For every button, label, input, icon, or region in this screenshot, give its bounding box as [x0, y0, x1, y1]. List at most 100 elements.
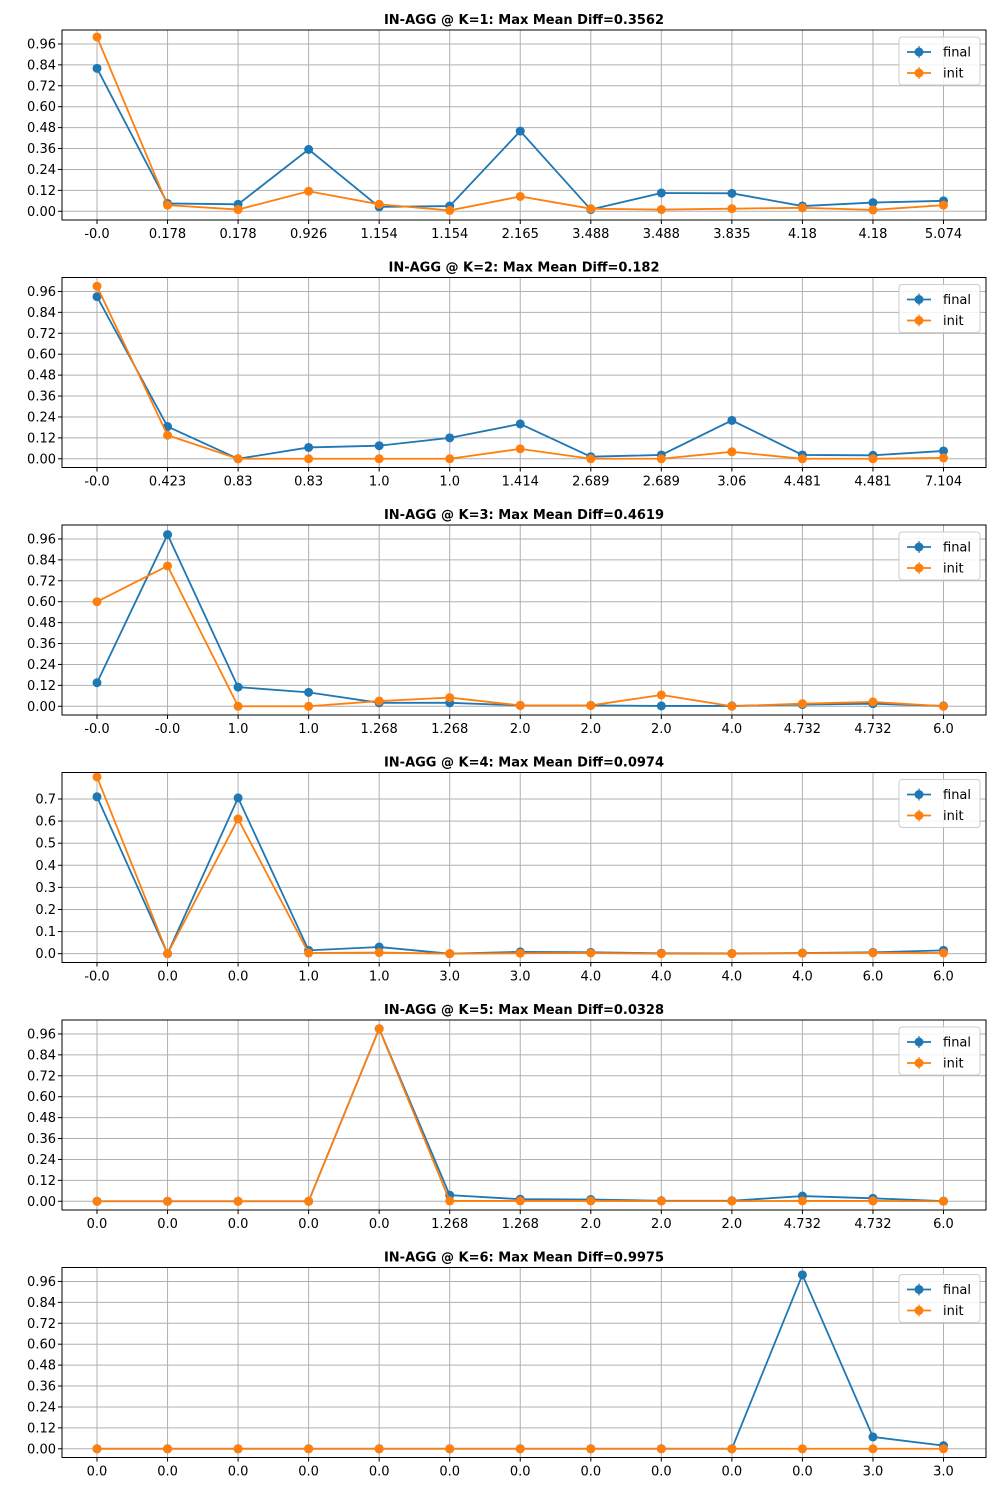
data-point-init — [656, 205, 666, 215]
data-point-init — [92, 1444, 102, 1454]
y-tick-label: 0.96 — [27, 285, 56, 300]
x-tick-label: 1.154 — [361, 227, 398, 242]
y-tick-label: 0.6 — [35, 815, 56, 830]
data-point-init — [586, 1444, 596, 1454]
legend: final init — [898, 284, 981, 333]
legend: final init — [898, 1274, 981, 1323]
data-point-init — [797, 1196, 807, 1206]
data-point-final — [92, 292, 102, 302]
legend-marker-final — [914, 542, 924, 552]
data-point-init — [445, 1444, 455, 1454]
x-tick-label: 1.0 — [369, 475, 390, 490]
x-tick-label: 0.0 — [228, 970, 249, 985]
data-point-init — [515, 948, 525, 958]
data-point-init — [586, 454, 596, 464]
x-tick-label: 3.488 — [572, 227, 609, 242]
x-tick-label: 0.0 — [157, 1217, 178, 1232]
y-tick-label: 0.72 — [27, 79, 56, 94]
x-tick-label: 1.0 — [369, 970, 390, 985]
x-tick-label: 3.488 — [643, 227, 680, 242]
data-point-init — [374, 696, 384, 706]
y-tick-label: 0.5 — [35, 837, 56, 852]
data-point-init — [797, 203, 807, 213]
data-point-init — [939, 948, 948, 958]
y-tick-label: 0.48 — [27, 1359, 56, 1374]
x-tick-label: 4.481 — [854, 475, 891, 490]
data-point-init — [515, 1444, 525, 1454]
data-point-init — [868, 205, 878, 215]
x-tick-label: 1.0 — [298, 970, 319, 985]
x-tick-label: 0.0 — [510, 1465, 531, 1480]
y-tick-label: 0.60 — [27, 1338, 56, 1353]
x-tick-label: 1.268 — [361, 722, 398, 737]
x-tick-label: 0.0 — [228, 1465, 249, 1480]
x-tick-label: 0.0 — [651, 1465, 672, 1480]
legend-marker-final — [914, 1037, 924, 1047]
x-tick-label: 0.0 — [87, 1465, 108, 1480]
data-point-final — [304, 687, 314, 697]
data-point-init — [797, 1444, 807, 1454]
y-tick-label: 0.00 — [27, 700, 56, 715]
data-point-init — [939, 1444, 948, 1454]
x-tick-label: 1.268 — [431, 1217, 468, 1232]
x-tick-label: 3.835 — [713, 227, 750, 242]
x-tick-label: 0.0 — [87, 1217, 108, 1232]
subplot-5: IN-AGG @ K=5: Max Mean Diff=0.0328 0.0 0.0… — [27, 1003, 987, 1232]
legend-label: init — [943, 1057, 964, 1072]
legend: final init — [898, 531, 981, 581]
x-tick-label: 0.0 — [369, 1465, 390, 1480]
y-tick-label: 0.72 — [27, 574, 56, 589]
y-tick-label: 0.24 — [27, 163, 56, 178]
data-point-init — [939, 1196, 948, 1206]
data-point-final — [515, 126, 525, 136]
data-point-init — [374, 199, 384, 209]
x-tick-label: 4.0 — [580, 970, 601, 985]
x-tick-label: 6.0 — [933, 970, 954, 985]
legend-label: final — [943, 1036, 971, 1051]
data-point-init — [868, 1444, 878, 1454]
legend: final init — [898, 779, 981, 828]
x-tick-label: 0.0 — [580, 1465, 601, 1480]
data-point-init — [445, 205, 455, 215]
data-point-final — [868, 198, 878, 208]
x-tick-label: 0.0 — [439, 1465, 460, 1480]
y-tick-label: 0.96 — [27, 37, 56, 52]
x-tick-label: 0.0 — [298, 1217, 319, 1232]
data-point-init — [163, 561, 173, 571]
x-tick-label: 6.0 — [933, 722, 954, 737]
x-tick-label: 1.0 — [298, 722, 319, 737]
data-point-init — [304, 454, 314, 464]
data-point-init — [92, 597, 102, 607]
legend-box — [898, 284, 981, 333]
legend-box — [898, 531, 981, 581]
data-point-init — [656, 949, 666, 959]
data-point-init — [163, 1444, 173, 1454]
x-tick-label: -0.0 — [84, 227, 109, 242]
data-point-init — [515, 700, 525, 710]
legend-marker-init — [914, 316, 924, 325]
data-point-init — [868, 454, 878, 464]
legend-marker-final — [914, 1285, 924, 1294]
data-point-init — [233, 814, 243, 824]
data-point-init — [163, 949, 173, 959]
x-tick-label: 4.0 — [651, 970, 672, 985]
chart-title: IN-AGG @ K=1: Max Mean Diff=0.3562 — [384, 13, 664, 28]
x-tick-label: 3.0 — [439, 970, 460, 985]
data-point-init — [868, 697, 878, 707]
legend-marker-final — [914, 47, 924, 57]
chart-title: IN-AGG @ K=3: Max Mean Diff=0.4619 — [384, 508, 664, 523]
data-point-init — [92, 32, 102, 42]
x-tick-label: 1.268 — [502, 1217, 539, 1232]
y-tick-label: 0.96 — [27, 1275, 56, 1290]
legend-box — [898, 1274, 981, 1323]
y-tick-label: 0.48 — [27, 121, 56, 136]
x-tick-label: 2.0 — [651, 722, 672, 737]
x-tick-label: 2.0 — [580, 1217, 601, 1232]
subplot-3: IN-AGG @ K=3: Max Mean Diff=0.4619 -0.0 -0… — [27, 508, 987, 737]
data-point-init — [92, 1196, 102, 1206]
data-point-init — [445, 949, 455, 959]
y-tick-label: 0.12 — [27, 679, 56, 694]
plot-frame — [61, 524, 987, 716]
y-tick-label: 0.12 — [27, 431, 56, 446]
